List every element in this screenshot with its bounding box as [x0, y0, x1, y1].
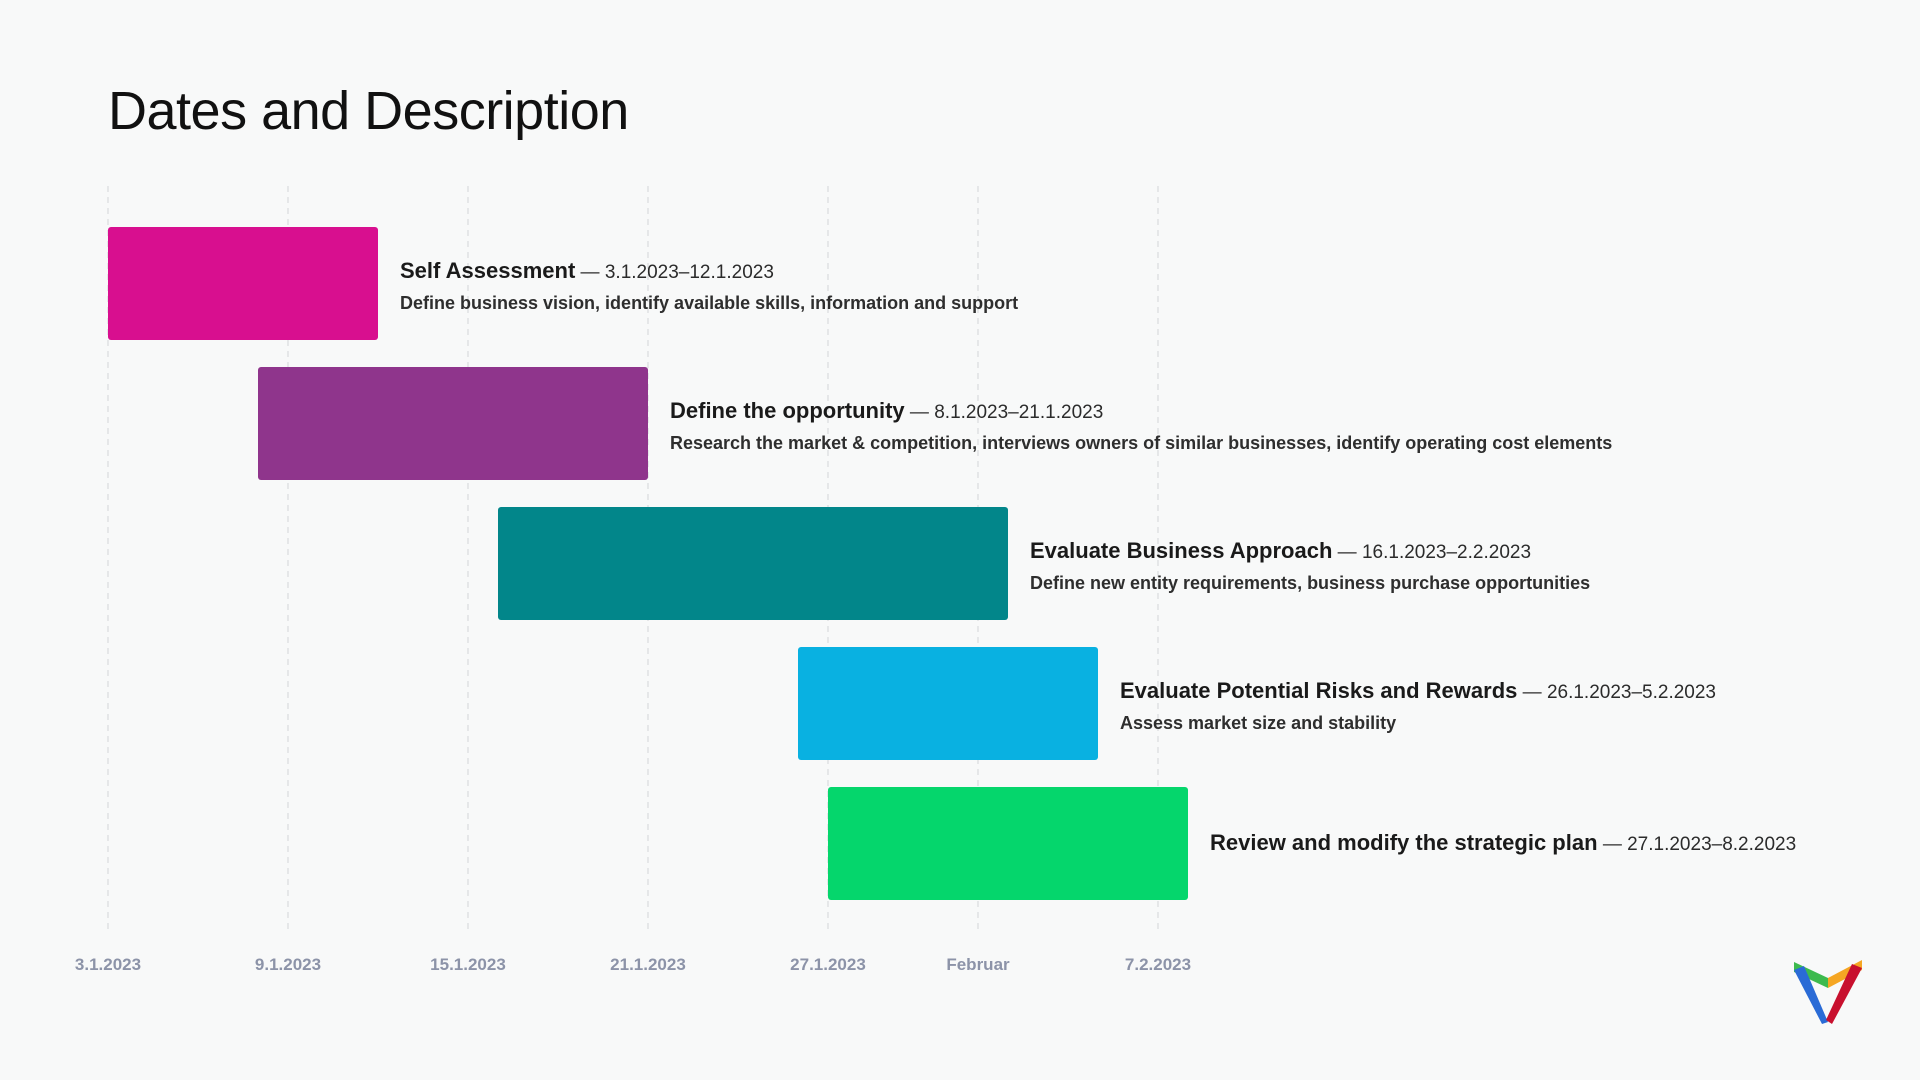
page-title: Dates and Description: [108, 81, 629, 141]
task-title: Evaluate Business Approach — 16.1.2023–2…: [1030, 538, 1531, 563]
x-tick-label: 21.1.2023: [610, 955, 686, 974]
logo-stroke-blue: [1794, 966, 1828, 1024]
task-range-separator: —: [905, 402, 935, 423]
task-date-range: 8.1.2023–21.1.2023: [934, 402, 1103, 423]
task-range-separator: —: [1517, 682, 1547, 703]
task-date-range: 16.1.2023–2.2.2023: [1362, 542, 1531, 563]
task-bar[interactable]: [498, 507, 1008, 620]
x-tick-label: 27.1.2023: [790, 955, 866, 974]
task-description: Define business vision, identify availab…: [400, 293, 1018, 313]
task-name: Define the opportunity: [670, 398, 905, 423]
task-name: Review and modify the strategic plan: [1210, 830, 1598, 855]
task-title: Review and modify the strategic plan — 2…: [1210, 830, 1796, 855]
logo-stroke-red: [1826, 964, 1862, 1024]
task-name: Evaluate Business Approach: [1030, 538, 1332, 563]
task-date-range: 3.1.2023–12.1.2023: [605, 262, 774, 283]
x-tick-label: 15.1.2023: [430, 955, 506, 974]
task-name: Evaluate Potential Risks and Rewards: [1120, 678, 1517, 703]
task-range-separator: —: [1332, 542, 1362, 563]
task-range-separator: —: [1598, 834, 1628, 855]
task-title: Evaluate Potential Risks and Rewards — 2…: [1120, 678, 1716, 703]
task-description: Define new entity requirements, business…: [1030, 573, 1590, 593]
x-tick-label: 7.2.2023: [1125, 955, 1191, 974]
task-range-separator: —: [575, 262, 605, 283]
task-description: Research the market & competition, inter…: [670, 433, 1612, 453]
task-date-range: 27.1.2023–8.2.2023: [1627, 834, 1796, 855]
task-bar[interactable]: [828, 787, 1188, 900]
task-title: Define the opportunity — 8.1.2023–21.1.2…: [670, 398, 1103, 423]
task-name: Self Assessment: [400, 258, 576, 283]
task-title: Self Assessment — 3.1.2023–12.1.2023: [400, 258, 774, 283]
task-bars: [108, 227, 1188, 900]
task-bar[interactable]: [108, 227, 378, 340]
task-labels: Self Assessment — 3.1.2023–12.1.2023 Defi…: [400, 258, 1796, 855]
task-bar[interactable]: [798, 647, 1098, 760]
x-tick-label: 3.1.2023: [75, 955, 141, 974]
brand-logo-icon: [1794, 960, 1862, 1024]
task-bar[interactable]: [258, 367, 648, 480]
x-tick-label: 9.1.2023: [255, 955, 321, 974]
task-date-range: 26.1.2023–5.2.2023: [1547, 682, 1716, 703]
x-tick-label: Februar: [946, 955, 1010, 974]
task-description: Assess market size and stability: [1120, 713, 1396, 733]
x-axis-ticks: 3.1.2023 9.1.2023 15.1.2023 21.1.2023 27.1.2…: [75, 955, 1191, 974]
